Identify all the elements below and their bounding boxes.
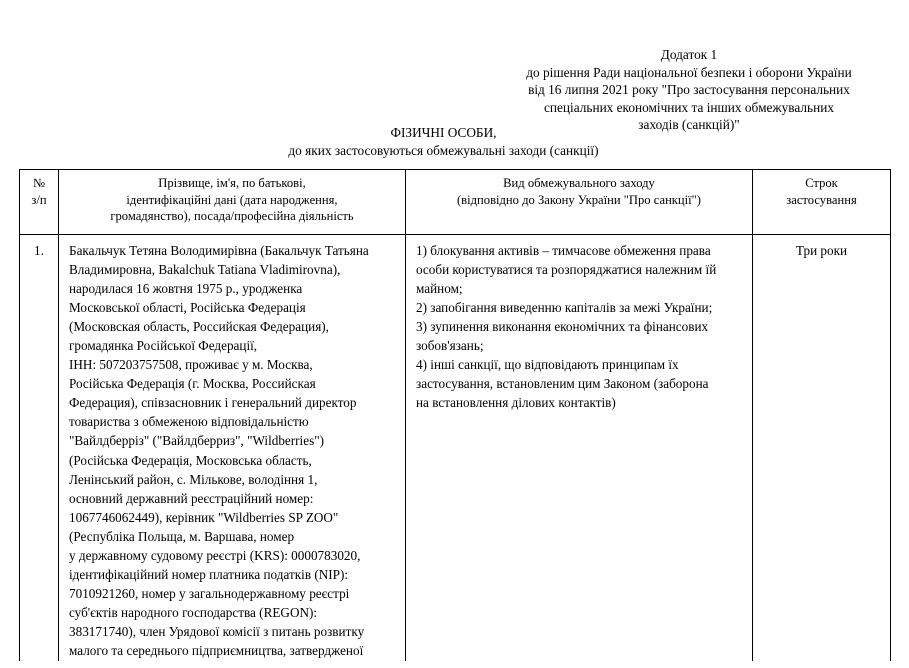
measure-line: особи користуватися та розпоряджатися на… (416, 261, 717, 277)
measure-line: на встановлення ділових контактів) (416, 395, 616, 411)
person-line: 1067746062449), керівник "Wildberries SP… (69, 509, 339, 525)
person-paragraph: Бакальчук Тетяна Володимирівна (Бакальчу… (69, 241, 399, 661)
measure-line: застосування, встановленим цим Законом (… (416, 376, 709, 392)
column-header-number-line2: з/п (31, 192, 47, 207)
person-line: ідентифікаційний номер платника податків… (69, 567, 349, 583)
person-line: малого та середнього підприємництва, зат… (69, 643, 364, 659)
column-header-number-line1: № (32, 176, 46, 190)
column-header-measure: Вид обмежувального заходу (відповідно до… (405, 169, 753, 235)
measure-item-4: 4) інші санкції, що відповідають принцип… (416, 355, 746, 412)
person-line: Російська Федерація (г. Москва, Российск… (69, 376, 316, 392)
person-line: 7010921260, номер у загальнодержавному р… (69, 586, 350, 602)
page-subtitle: до яких застосовуються обмежувальні захо… (288, 142, 599, 158)
sanctions-table: № з/п Прізвище, ім'я, по батькові, ідент… (19, 169, 891, 661)
cell-row-number: 1. (19, 234, 59, 661)
person-line: (Республіка Польща, м. Варшава, номер (69, 528, 295, 544)
column-header-person-line2: ідентифікаційні дані (дата народження, (126, 192, 338, 207)
person-line: суб'єктів народного господарства (REGON)… (69, 605, 318, 621)
column-header-person-line3: громадянство), посада/професійна діяльні… (110, 209, 354, 223)
measure-line: 3) зупинення виконання економічних та фі… (416, 318, 709, 334)
document-title-block: ФІЗИЧНІ ОСОБИ, до яких застосовуються об… (0, 124, 909, 159)
measure-line: 2) запобігання виведенню капіталів за ме… (416, 299, 713, 315)
person-line: основний державний реєстраційний номер: (69, 490, 314, 506)
table-body: 1. Бакальчук Тетяна Володимирівна (Бакал… (19, 234, 891, 661)
person-line: (Російська Федерація, Московська область… (69, 452, 312, 468)
person-line: товариства з обмеженою відповідальністю (69, 414, 309, 430)
person-line: (Московская область, Российская Федераци… (69, 318, 329, 334)
column-header-number: № з/п (19, 169, 59, 235)
cell-person-details: Бакальчук Тетяна Володимирівна (Бакальчу… (58, 234, 406, 661)
header-line-appendix: Додаток 1 (660, 47, 718, 62)
person-line: Московської області, Російська Федерація (69, 299, 306, 315)
header-line-decision: до рішення Ради національної безпеки і о… (526, 64, 852, 80)
header-line-date: від 16 липня 2021 року "Про застосування… (528, 82, 850, 97)
person-line: "Вайлдберріз" ("Вайлдберриз", "Wildberri… (69, 433, 324, 449)
measure-line: майном; (416, 280, 463, 296)
measure-item-1: 1) блокування активів – тимчасове обмеже… (416, 241, 746, 298)
measure-item-2: 2) запобігання виведенню капіталів за ме… (416, 298, 746, 317)
column-header-term-line2: застосування (786, 192, 857, 207)
person-line: 383171740), член Урядової комісії з пита… (69, 624, 365, 640)
column-header-person-line1: Прізвище, ім'я, по батькові, (158, 176, 306, 190)
header-line-sanctions: заходів (санкцій)" (638, 117, 740, 132)
column-header-measure-line1: Вид обмежувального заходу (503, 176, 655, 190)
column-header-person: Прізвище, ім'я, по батькові, ідентифікац… (58, 169, 406, 235)
cell-term: Три роки (752, 234, 891, 661)
table-header: № з/п Прізвище, ім'я, по батькові, ідент… (19, 169, 891, 235)
column-header-term-line1: Строк (805, 176, 838, 190)
page-title: ФІЗИЧНІ ОСОБИ, (390, 125, 497, 140)
person-line: у державному судовому реєстрі (KRS): 000… (69, 548, 361, 563)
person-line: Федерация), співзасновник і генеральний … (69, 395, 357, 411)
measure-line: 4) інші санкції, що відповідають принцип… (416, 357, 679, 373)
person-line: Владимировна, Bakalchuk Tatiana Vladimir… (69, 261, 341, 277)
header-line-measures: спеціальних економічних та інших обмежув… (544, 99, 834, 115)
person-line: Ленінський район, с. Мількове, володіння… (69, 471, 318, 487)
person-line: громадянка Російської Федерації, (69, 337, 258, 353)
document-header-block: Додаток 1 до рішення Ради національної б… (489, 46, 889, 134)
person-line: Бакальчук Тетяна Володимирівна (Бакальчу… (69, 242, 369, 258)
table-header-row: № з/п Прізвище, ім'я, по батькові, ідент… (19, 169, 891, 235)
measure-item-3: 3) зупинення виконання економічних та фі… (416, 317, 746, 355)
measure-line: 1) блокування активів – тимчасове обмеже… (416, 242, 711, 258)
table-row: 1. Бакальчук Тетяна Володимирівна (Бакал… (19, 234, 891, 661)
cell-restrictive-measures: 1) блокування активів – тимчасове обмеже… (405, 234, 753, 661)
column-header-measure-line2: (відповідно до Закону України "Про санкц… (456, 192, 701, 207)
measure-line: зобов'язань; (416, 337, 484, 353)
column-header-term: Строк застосування (752, 169, 891, 235)
person-line: народилася 16 жовтня 1975 р., уродженка (69, 280, 303, 296)
person-line: ІНН: 507203757508, проживає у м. Москва, (69, 357, 313, 373)
